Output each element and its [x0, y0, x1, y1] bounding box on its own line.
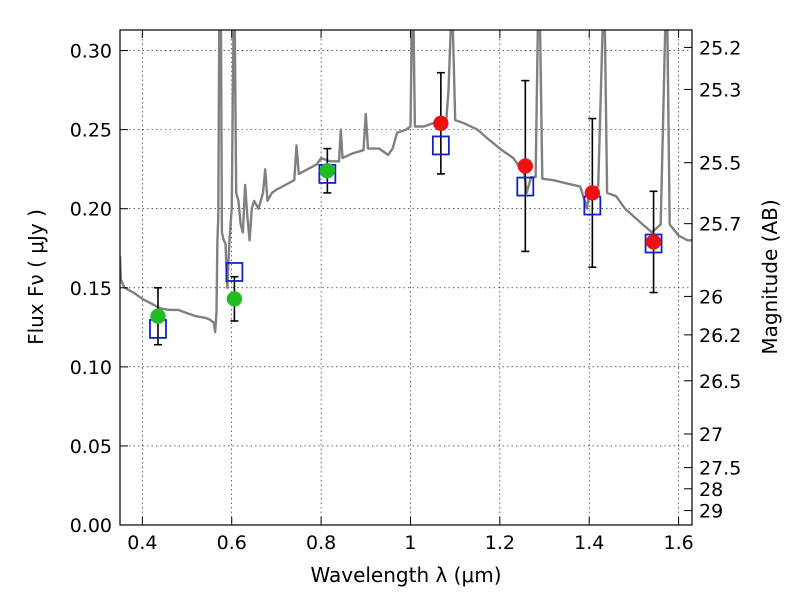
observed-optical-point [319, 163, 336, 179]
magnitude-tick-label: 27 [699, 424, 723, 446]
observed-nir-point [645, 234, 662, 250]
tick-labels: 0.4 0.6 0.8 1 1.2 1.4 1.6 0.00 0.05 0.10 0.15 0.20 0… [70, 37, 742, 554]
magnitude-tick-label: 26 [699, 286, 723, 308]
model-spectrum-layer [120, 30, 692, 334]
x-tick-label: 0.4 [127, 532, 157, 554]
y-tick-label: 0.10 [70, 357, 112, 379]
data-markers [149, 115, 663, 339]
magnitude-tick-label: 25.5 [699, 153, 741, 175]
magnitude-tick-label: 26.5 [699, 371, 741, 393]
magnitude-tick-label: 27.5 [699, 458, 741, 480]
x-tick-label: 1.2 [485, 532, 515, 554]
observed-nir-point [584, 185, 601, 201]
y-tick-label: 0.20 [70, 199, 112, 221]
axis-ticks [120, 30, 692, 526]
x-axis-label: Wavelength λ (μm) [310, 563, 501, 587]
x-tick-label: 1.6 [663, 532, 693, 554]
magnitude-tick-label: 25.3 [699, 79, 741, 101]
x-tick-label: 0.6 [217, 532, 247, 554]
x-tick-label: 0.8 [306, 532, 336, 554]
y-tick-label: 0.15 [70, 278, 112, 300]
observed-optical-point [150, 308, 166, 324]
y-tick-label: 0.30 [70, 41, 112, 63]
observed-nir-point [517, 158, 534, 174]
magnitude-tick-label: 26.2 [699, 325, 741, 347]
x-tick-label: 1 [404, 532, 416, 554]
y-tick-label: 0.05 [70, 436, 112, 458]
magnitude-tick-label: 29 [699, 501, 723, 523]
y-tick-label: 0.00 [70, 515, 112, 537]
y-tick-label: 0.25 [70, 120, 112, 142]
x-tick-label: 1.4 [574, 532, 604, 554]
model-square-marker [431, 135, 450, 156]
magnitude-tick-label: 25.2 [699, 37, 741, 59]
model-spectrum-line [120, 30, 692, 334]
observed-optical-point [226, 291, 243, 307]
plot-frame [119, 29, 693, 526]
model-square-marker [516, 176, 535, 197]
magnitude-tick-label: 25.7 [699, 214, 741, 236]
y-axis-label: Flux Fν ( μJy ) [24, 209, 48, 345]
magnitude-tick-label: 28 [699, 479, 723, 501]
model-square-marker [225, 262, 244, 282]
observed-nir-point [433, 115, 449, 132]
magnitude-axis-label: Magnitude (AB) [758, 199, 782, 354]
